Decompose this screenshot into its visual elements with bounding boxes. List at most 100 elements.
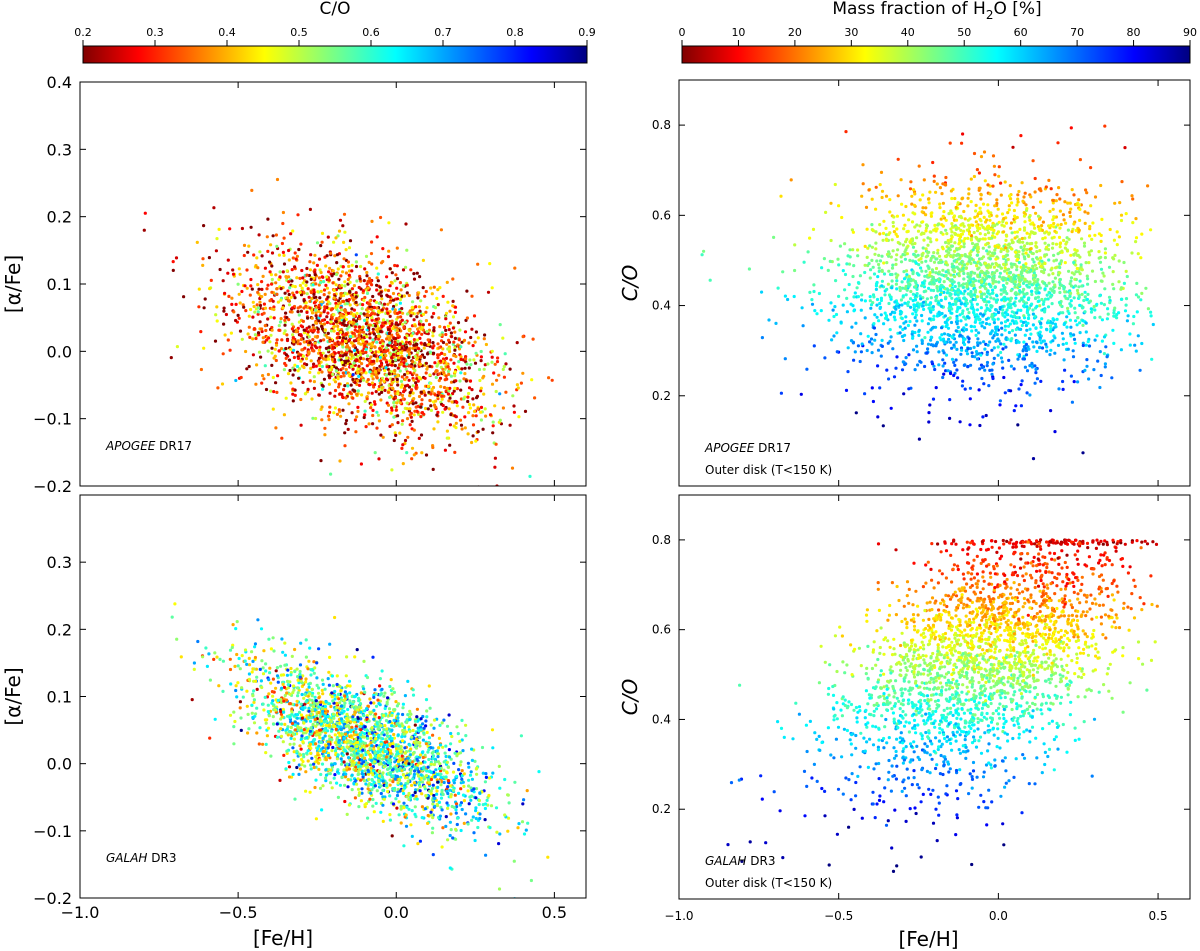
data-point bbox=[383, 288, 388, 292]
data-point bbox=[1097, 256, 1101, 260]
data-point bbox=[934, 342, 939, 346]
y-tick-label: 0.4 bbox=[47, 73, 72, 92]
data-point bbox=[416, 293, 420, 297]
data-point bbox=[404, 367, 408, 371]
data-point bbox=[445, 429, 449, 433]
data-point bbox=[915, 308, 919, 312]
data-point bbox=[299, 337, 303, 342]
data-point bbox=[884, 314, 889, 318]
colorbar-tick-label: 0.8 bbox=[506, 26, 524, 39]
data-point bbox=[1033, 190, 1037, 194]
data-point bbox=[946, 326, 951, 330]
data-point bbox=[1023, 305, 1027, 309]
data-point bbox=[393, 368, 397, 373]
data-point bbox=[332, 313, 336, 317]
data-point bbox=[305, 292, 309, 296]
data-point bbox=[234, 378, 238, 383]
data-point bbox=[851, 304, 855, 308]
data-point bbox=[1003, 285, 1007, 290]
data-point bbox=[881, 231, 886, 235]
data-point bbox=[354, 319, 358, 323]
data-point bbox=[934, 386, 938, 390]
data-point bbox=[1093, 338, 1097, 342]
data-point bbox=[490, 355, 494, 359]
data-point bbox=[390, 271, 394, 275]
data-point bbox=[297, 320, 301, 324]
data-point bbox=[1075, 249, 1079, 253]
data-point bbox=[419, 355, 423, 359]
data-point bbox=[357, 359, 362, 363]
data-point bbox=[841, 303, 845, 307]
data-point bbox=[908, 240, 912, 244]
data-point bbox=[386, 302, 390, 306]
data-point bbox=[1052, 253, 1056, 257]
data-point bbox=[902, 392, 906, 396]
data-point bbox=[312, 349, 316, 353]
data-point bbox=[902, 321, 906, 325]
data-point bbox=[376, 313, 380, 317]
data-point bbox=[452, 340, 456, 344]
data-point bbox=[474, 330, 478, 334]
data-point bbox=[1140, 341, 1144, 346]
data-point bbox=[491, 431, 495, 435]
data-point bbox=[371, 422, 375, 426]
data-point bbox=[354, 291, 358, 295]
data-point bbox=[1004, 345, 1008, 349]
data-point bbox=[276, 374, 280, 378]
data-point bbox=[885, 287, 889, 291]
data-point bbox=[352, 348, 357, 353]
data-point bbox=[260, 327, 264, 331]
data-point bbox=[276, 300, 280, 304]
data-point bbox=[350, 296, 354, 300]
data-point bbox=[325, 254, 329, 258]
data-point bbox=[1034, 211, 1038, 215]
data-point bbox=[1057, 235, 1062, 239]
data-point bbox=[352, 314, 356, 318]
data-point bbox=[515, 383, 520, 387]
data-point bbox=[469, 335, 473, 340]
data-point bbox=[468, 379, 473, 383]
data-point bbox=[355, 358, 359, 362]
data-point bbox=[472, 403, 476, 407]
data-point bbox=[322, 322, 327, 326]
data-point bbox=[429, 408, 433, 412]
data-point bbox=[1058, 290, 1062, 295]
data-point bbox=[1024, 265, 1028, 269]
data-point bbox=[326, 354, 330, 358]
data-point bbox=[910, 220, 915, 224]
data-point bbox=[947, 251, 951, 255]
data-point bbox=[304, 304, 308, 308]
data-point bbox=[442, 385, 447, 390]
data-point bbox=[1089, 310, 1094, 314]
data-point bbox=[1035, 341, 1039, 345]
data-point bbox=[360, 393, 364, 397]
data-point bbox=[317, 309, 321, 313]
colorbar-tick-label: 20 bbox=[788, 26, 802, 39]
data-point bbox=[236, 282, 240, 286]
data-point bbox=[960, 222, 964, 226]
data-point bbox=[279, 287, 283, 291]
data-point bbox=[521, 335, 525, 339]
data-point bbox=[290, 268, 294, 272]
data-point bbox=[446, 300, 450, 304]
data-point bbox=[853, 291, 857, 295]
data-point bbox=[1077, 295, 1081, 299]
data-point bbox=[317, 360, 321, 364]
data-point bbox=[868, 340, 872, 344]
data-point bbox=[859, 332, 863, 336]
data-point bbox=[917, 328, 921, 332]
data-point bbox=[1112, 341, 1116, 345]
data-point bbox=[291, 399, 295, 403]
colorbar-tick-label: 80 bbox=[1127, 26, 1141, 39]
data-point bbox=[909, 180, 913, 184]
data-point bbox=[434, 399, 438, 403]
data-point bbox=[239, 375, 243, 380]
data-point bbox=[959, 245, 963, 249]
data-point bbox=[931, 270, 935, 274]
data-point bbox=[915, 236, 919, 240]
data-point bbox=[467, 411, 471, 415]
data-point bbox=[400, 307, 404, 311]
data-point bbox=[342, 388, 346, 392]
data-point bbox=[374, 300, 379, 304]
